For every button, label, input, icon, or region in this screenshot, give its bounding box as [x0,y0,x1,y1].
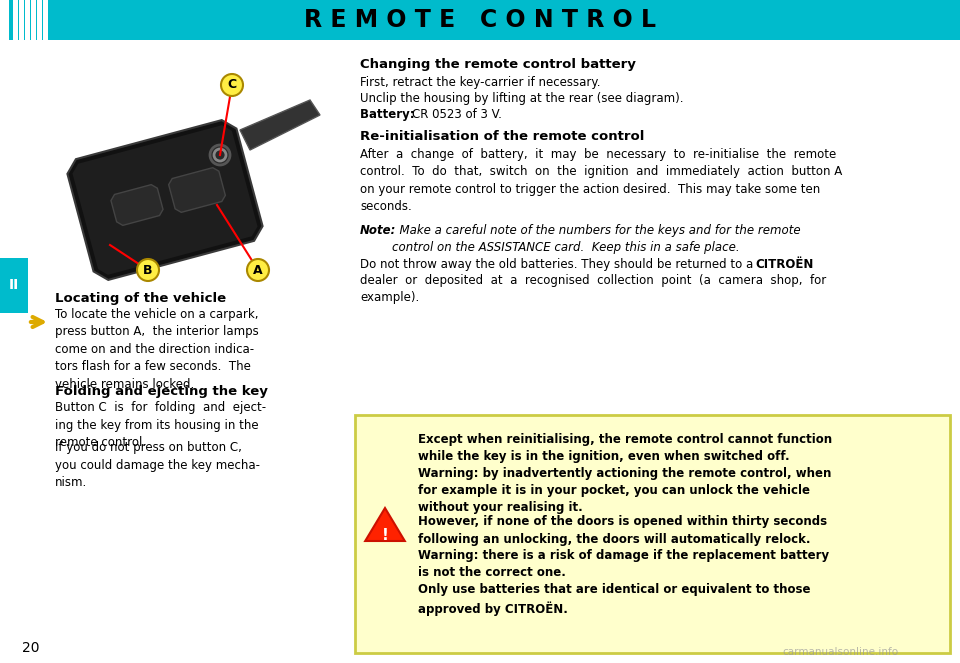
Text: Do not throw away the old batteries. They should be returned to a: Do not throw away the old batteries. The… [360,258,757,271]
Text: R E M O T E   C O N T R O L: R E M O T E C O N T R O L [304,8,656,32]
Text: However, if none of the doors is opened within thirty seconds
following an unloc: However, if none of the doors is opened … [418,516,828,546]
Text: If you do not press on button C,
you could damage the key mecha-
nism.: If you do not press on button C, you cou… [55,441,260,489]
Text: Button C  is  for  folding  and  eject-
ing the key from its housing in the
remo: Button C is for folding and eject- ing t… [55,401,266,449]
FancyBboxPatch shape [31,0,36,40]
Text: C: C [228,78,236,91]
Text: Unclip the housing by lifting at the rear (see diagram).: Unclip the housing by lifting at the rea… [360,92,684,105]
FancyBboxPatch shape [0,0,9,40]
Polygon shape [67,120,263,280]
Text: To locate the vehicle on a carpark,
press button A,  the interior lamps
come on : To locate the vehicle on a carpark, pres… [55,308,259,391]
Polygon shape [240,100,320,150]
Text: II: II [9,278,19,292]
Polygon shape [73,125,257,275]
Text: Make a careful note of the numbers for the keys and for the remote
control on th: Make a careful note of the numbers for t… [392,224,801,255]
FancyBboxPatch shape [43,0,48,40]
Circle shape [210,145,230,165]
FancyBboxPatch shape [37,0,42,40]
Text: Except when reinitialising, the remote control cannot function
while the key is : Except when reinitialising, the remote c… [418,433,832,463]
Text: CR 0523 of 3 V.: CR 0523 of 3 V. [412,108,502,121]
Text: 20: 20 [22,641,39,655]
Text: Re-initialisation of the remote control: Re-initialisation of the remote control [360,130,644,143]
Circle shape [137,259,159,281]
Text: Battery:: Battery: [360,108,419,121]
FancyBboxPatch shape [355,415,950,653]
Polygon shape [365,508,405,541]
Text: Locating of the vehicle: Locating of the vehicle [55,292,227,305]
Circle shape [221,74,243,96]
Polygon shape [169,168,226,212]
Text: CITROËN: CITROËN [755,258,813,271]
FancyBboxPatch shape [25,0,30,40]
FancyBboxPatch shape [0,0,960,40]
Text: After  a  change  of  battery,  it  may  be  necessary  to  re-initialise  the  : After a change of battery, it may be nec… [360,148,842,213]
FancyBboxPatch shape [19,0,24,40]
Text: carmanualsonline.info: carmanualsonline.info [782,647,898,657]
Text: !: ! [381,528,389,542]
FancyBboxPatch shape [0,258,28,313]
FancyBboxPatch shape [13,0,18,40]
Text: Note:: Note: [360,224,396,237]
Text: dealer  or  deposited  at  a  recognised  collection  point  (a  camera  shop,  : dealer or deposited at a recognised coll… [360,274,827,304]
Text: B: B [143,263,153,276]
Text: Warning: there is a risk of damage if the replacement battery
is not the correct: Warning: there is a risk of damage if th… [418,550,829,579]
Circle shape [247,259,269,281]
Text: Warning: by inadvertently actioning the remote control, when
for example it is i: Warning: by inadvertently actioning the … [418,467,831,514]
Text: Only use batteries that are identical or equivalent to those
approved by CITROËN: Only use batteries that are identical or… [418,583,810,616]
Text: First, retract the key-carrier if necessary.: First, retract the key-carrier if necess… [360,76,601,89]
Text: A: A [253,263,263,276]
Text: Changing the remote control battery: Changing the remote control battery [360,58,636,71]
Polygon shape [111,184,163,225]
Text: Folding and ejecting the key: Folding and ejecting the key [55,385,268,398]
